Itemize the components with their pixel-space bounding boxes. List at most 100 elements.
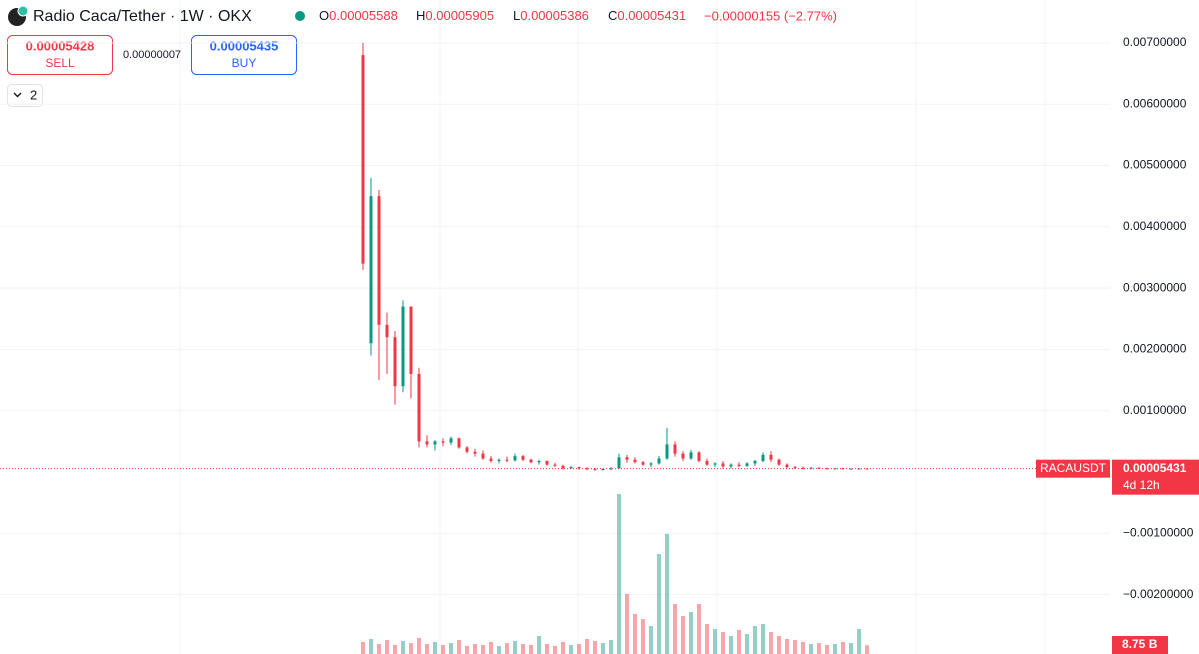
- volume-bar: [753, 626, 757, 654]
- volume-bar: [857, 629, 861, 654]
- candle-body: [673, 444, 677, 454]
- volume-bar: [665, 534, 669, 654]
- candle-body: [801, 467, 805, 469]
- buy-label[interactable]: BUY: [232, 56, 257, 70]
- volume-bar: [473, 644, 477, 654]
- ohlc-value: 0.00005588: [329, 8, 398, 23]
- candle-body: [641, 462, 645, 465]
- candle-body: [753, 460, 757, 464]
- volume-bar: [561, 642, 565, 654]
- volume-bar: [449, 643, 453, 654]
- candle-body: [761, 454, 765, 461]
- volume-bar: [417, 638, 421, 654]
- volume-bar: [841, 642, 845, 654]
- candle-body: [849, 468, 853, 470]
- volume-bar: [713, 629, 717, 654]
- collapse-button[interactable]: [7, 84, 43, 107]
- candle-body: [617, 457, 621, 469]
- volume-bar: [689, 612, 693, 654]
- sell-button[interactable]: [7, 35, 113, 75]
- y-tick-label: 0.00600000: [1123, 96, 1187, 110]
- volume-bar: [505, 643, 509, 654]
- candle-body: [473, 451, 477, 454]
- volume-bar: [745, 634, 749, 654]
- y-tick-label: 0.00500000: [1123, 158, 1187, 172]
- buy-price[interactable]: 0.00005435: [210, 38, 279, 53]
- volume-bar: [761, 624, 765, 654]
- change: −0.00000155 (−2.77%): [704, 8, 837, 23]
- candle-body: [433, 441, 437, 445]
- candle-body: [409, 306, 413, 374]
- volume-bar: [545, 644, 549, 654]
- candle-body: [401, 306, 405, 387]
- collapse-count[interactable]: 2: [30, 87, 37, 102]
- ohlc-legend: O0.00005588 H0.00005905 L0.00005386 C0.0000…: [319, 8, 686, 23]
- candle-body: [721, 463, 725, 467]
- series: [0, 42, 1110, 654]
- sell-price[interactable]: 0.00005428: [26, 38, 95, 53]
- axis-labels: 0.00700000 0.00600000 0.00500000 0.00400000…: [1036, 35, 1199, 654]
- candle-body: [529, 459, 533, 463]
- candle-body: [481, 453, 485, 459]
- chevron[interactable]: [13, 92, 22, 98]
- candle-body: [561, 465, 565, 469]
- last-price-label: 0.00005431: [1123, 461, 1187, 475]
- volume-bar: [721, 632, 725, 654]
- candle-body: [769, 454, 773, 460]
- candle-body: [537, 460, 541, 463]
- ohlc-item: O0.00005588: [319, 8, 398, 23]
- volume-bar: [593, 641, 597, 654]
- volume-bar: [681, 616, 685, 654]
- volume-bar: [729, 636, 733, 654]
- candle-body: [705, 460, 709, 465]
- volume-bar: [649, 626, 653, 654]
- volume-bar: [553, 646, 557, 654]
- volume-bar: [601, 643, 605, 654]
- candle-body: [609, 468, 613, 470]
- volume-bar: [369, 639, 373, 654]
- volume-bar: [617, 494, 621, 654]
- ohlc-item: C0.00005431: [608, 8, 686, 23]
- candle-body: [521, 456, 525, 460]
- candle-body: [377, 196, 381, 325]
- candle-body: [585, 468, 589, 470]
- volume-bar: [537, 636, 541, 654]
- volume-bar: [489, 642, 493, 654]
- candle-body: [601, 468, 605, 470]
- volume-bar: [513, 641, 517, 654]
- volume-bar: [625, 594, 629, 654]
- volume-bar: [817, 643, 821, 654]
- candle-body: [649, 463, 653, 465]
- volume-bar: [737, 630, 741, 654]
- buy-button[interactable]: [191, 35, 297, 75]
- y-tick-label: 0.00400000: [1123, 219, 1187, 233]
- status-dot: [295, 11, 305, 21]
- candle-body: [633, 459, 637, 463]
- volume-bar: [785, 639, 789, 654]
- volume-bar: [465, 646, 469, 654]
- candle-body: [569, 467, 573, 469]
- candle-body: [545, 460, 549, 465]
- candle-body: [737, 464, 741, 466]
- volume-bar: [521, 644, 525, 654]
- volume-bar: [793, 640, 797, 654]
- candle-body: [697, 452, 701, 461]
- candle-body: [457, 438, 461, 448]
- volume-bar: [809, 644, 813, 654]
- y-tick-label: 0.00300000: [1123, 280, 1187, 294]
- volume-bar: [769, 632, 773, 654]
- volume-bar: [657, 554, 661, 654]
- candle-body: [417, 373, 421, 442]
- volume-bar: [609, 640, 613, 654]
- ohlc-key: H: [416, 8, 425, 23]
- candle-body: [513, 456, 517, 461]
- countdown: 4d 12h: [1123, 478, 1160, 492]
- symbol-tag: [1036, 459, 1110, 478]
- candle-body: [369, 196, 373, 344]
- chart-title: Radio Caca/Tether · 1W · OKX: [33, 8, 252, 25]
- sell-label[interactable]: SELL: [45, 56, 75, 70]
- y-tick-label: −0.00100000: [1123, 525, 1194, 539]
- volume-bar: [633, 614, 637, 654]
- ohlc-value: 0.00005905: [425, 8, 494, 23]
